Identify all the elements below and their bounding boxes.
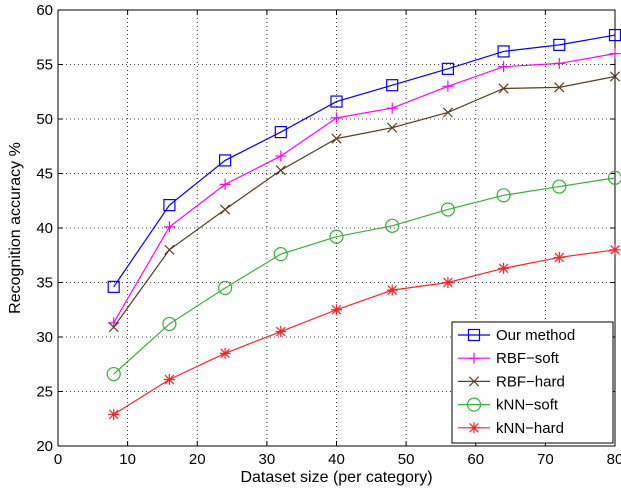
data-point <box>219 154 232 167</box>
data-point <box>609 244 621 256</box>
series-rbf-hard <box>108 71 621 333</box>
data-point <box>219 347 231 359</box>
series-line <box>113 53 616 324</box>
legend-item: RBF−soft <box>458 350 560 367</box>
data-point <box>552 179 567 194</box>
x-tick-label: 30 <box>259 451 276 468</box>
x-tick-label: 40 <box>328 451 345 468</box>
data-point <box>441 62 454 75</box>
legend-box <box>451 321 614 444</box>
data-point <box>108 322 119 333</box>
data-point <box>609 48 621 60</box>
y-tick-label: 45 <box>36 166 53 183</box>
y-axis-label: Recognition accuracy % <box>7 142 24 314</box>
y-tick-label: 30 <box>36 329 53 346</box>
series-our-method <box>107 28 621 293</box>
data-point <box>107 280 120 293</box>
x-tick-label: 70 <box>537 451 554 468</box>
x-tick-label: 60 <box>467 451 484 468</box>
data-point <box>553 251 565 263</box>
legend-marker <box>468 422 480 434</box>
data-point <box>275 150 287 162</box>
data-point <box>498 83 509 94</box>
legend-item: kNN−soft <box>458 397 559 414</box>
legend-label: kNN−soft <box>496 397 559 414</box>
data-point <box>554 82 565 93</box>
data-point <box>163 199 176 212</box>
data-point <box>220 204 231 215</box>
data-point <box>496 188 511 203</box>
series-line <box>113 177 616 375</box>
data-point <box>162 316 177 332</box>
data-point <box>498 61 510 73</box>
data-point <box>106 366 121 382</box>
data-point <box>386 102 398 114</box>
data-point <box>387 122 398 133</box>
data-point <box>498 262 510 274</box>
legend-label: RBF−soft <box>496 350 560 367</box>
legend-label: RBF−hard <box>496 373 565 390</box>
data-point <box>219 178 231 190</box>
y-tick-label: 60 <box>36 2 53 19</box>
series-knn-hard <box>108 244 621 420</box>
data-point <box>331 304 342 316</box>
series-knn-soft <box>106 170 621 382</box>
data-point <box>331 112 342 124</box>
legend-marker <box>467 328 481 342</box>
data-point <box>164 244 175 255</box>
series-rbf-soft <box>108 48 621 329</box>
legend-item: kNN−hard <box>458 420 564 437</box>
data-point <box>497 45 510 58</box>
data-point <box>386 284 398 296</box>
legend: Our method RBF−soft RBF−hard kNN−soft kNN−ha… <box>451 321 614 444</box>
data-point <box>329 229 344 244</box>
y-tick-label: 50 <box>36 111 53 128</box>
legend-label: kNN−hard <box>496 420 564 437</box>
axis-ticks: 0 10 20 30 40 50 60 70 80 20 25 30 35 40 45 50 55 60 <box>36 2 621 468</box>
data-point <box>218 280 233 296</box>
y-tick-label: 25 <box>36 384 53 401</box>
data-point <box>442 277 454 288</box>
x-tick-label: 0 <box>54 451 62 468</box>
data-point <box>275 326 287 338</box>
legend-item: RBF−hard <box>458 373 565 390</box>
legend-marker <box>468 352 480 364</box>
data-point <box>553 57 565 69</box>
data-point <box>331 133 342 144</box>
legend-marker <box>466 397 482 412</box>
y-tick-label: 35 <box>36 275 53 292</box>
x-tick-label: 80 <box>607 451 621 468</box>
series-line <box>113 75 616 328</box>
x-tick-label: 50 <box>398 451 415 468</box>
series-line <box>113 249 616 415</box>
data-point <box>274 125 287 139</box>
data-point <box>273 247 288 262</box>
y-tick-label: 40 <box>36 220 53 237</box>
series-line <box>113 34 616 288</box>
data-point <box>385 218 400 233</box>
data-point <box>386 79 399 92</box>
data-point <box>442 107 453 118</box>
data-point <box>442 80 454 92</box>
legend-item: Our method <box>458 327 575 344</box>
x-axis-label: Dataset size (per category) <box>240 469 432 486</box>
x-tick-label: 10 <box>119 451 136 468</box>
x-tick-label: 20 <box>189 451 206 468</box>
data-point <box>108 408 120 420</box>
legend-marker <box>468 376 480 387</box>
y-tick-label: 55 <box>36 57 53 74</box>
data-point <box>275 165 286 176</box>
data-point <box>330 95 343 108</box>
data-point <box>607 170 621 185</box>
data-point <box>609 71 621 82</box>
data-point <box>163 221 175 233</box>
y-tick-label: 20 <box>36 438 53 455</box>
series-group <box>106 28 621 420</box>
grid-lines <box>58 10 615 446</box>
data-point <box>163 374 175 386</box>
data-point <box>553 38 566 51</box>
legend-label: Our method <box>496 327 575 344</box>
data-point <box>440 202 455 217</box>
